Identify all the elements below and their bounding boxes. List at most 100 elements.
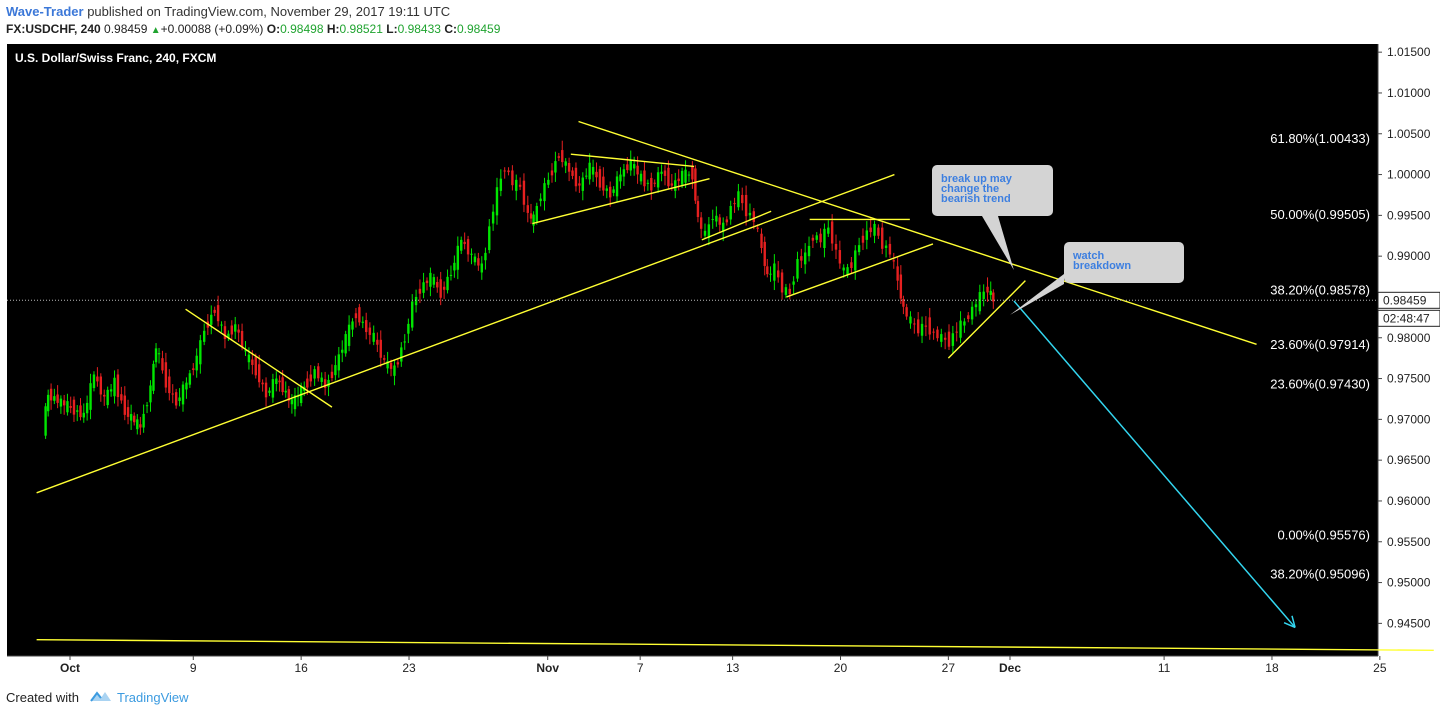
candle-down (223, 320, 227, 349)
x-tick-label: 20 (834, 661, 848, 675)
footer: Created with TradingView (0, 682, 1440, 715)
candle-up (149, 380, 152, 412)
time-axis (0, 656, 1440, 682)
candle-up (53, 388, 56, 405)
callout-tail (1010, 274, 1064, 315)
candle-body (234, 324, 237, 332)
candle-up (909, 311, 912, 329)
candle-body (978, 292, 982, 312)
candle-body (281, 377, 284, 393)
candle-down (240, 323, 244, 351)
candle-down (116, 369, 120, 407)
candle-down (913, 318, 916, 334)
y-tick-label: 1.00000 (1387, 168, 1431, 182)
candle-body (982, 291, 985, 299)
candle-body (632, 164, 636, 169)
candle-body (744, 194, 748, 217)
candle-body (940, 334, 943, 342)
tradingview-brand[interactable]: TradingView (117, 690, 189, 705)
candle-body (932, 331, 935, 333)
candle-up (703, 223, 707, 240)
candle-body (139, 424, 142, 428)
candle-down (174, 388, 178, 409)
candle-down (511, 165, 514, 191)
candle-body (696, 201, 700, 217)
candle-body (278, 380, 281, 383)
candle-down (992, 289, 995, 309)
candle-body (711, 219, 714, 221)
candle-body (337, 354, 341, 371)
candle-body (442, 286, 446, 290)
candle-down (522, 173, 526, 213)
candle-up (547, 172, 550, 189)
candle-up (920, 316, 924, 344)
candle-body (687, 174, 691, 176)
chart-area[interactable]: 1.01500 1.01000 1.00500 1.00000 0.99500 0.990… (0, 42, 1440, 682)
candle-body (365, 320, 368, 333)
candle-up (711, 209, 714, 229)
candle-body (309, 374, 312, 382)
candle-body (823, 228, 826, 248)
trendline-rising-wedge (947, 280, 1026, 359)
candle-up (429, 267, 432, 297)
candle-body (460, 239, 463, 251)
candle-up (337, 347, 341, 378)
candle-body (591, 166, 595, 175)
candle-body (888, 243, 892, 255)
candle-body (564, 161, 567, 166)
candle-down (526, 195, 530, 223)
chart-header: Wave-Trader published on TradingView.com… (0, 0, 1440, 42)
candle-up (344, 330, 347, 357)
candle-up (784, 283, 788, 299)
candle-body (722, 222, 725, 232)
candle-body (670, 183, 674, 186)
low-value: 0.98433 (397, 22, 441, 36)
candle-up (76, 405, 79, 422)
candle-body (407, 323, 410, 334)
candle-down (578, 176, 581, 193)
candle-body (361, 321, 364, 323)
candle-body (463, 241, 466, 245)
candle-down (99, 373, 103, 402)
candle-body (470, 253, 473, 255)
candle-body (439, 279, 442, 298)
candle-body (109, 389, 113, 392)
candle-body (372, 332, 375, 342)
candle-body (694, 168, 697, 201)
candle-up (656, 166, 660, 193)
candle-up (564, 158, 567, 174)
candle-body (418, 288, 422, 294)
created-with-text: Created with (6, 690, 79, 705)
candle-up (199, 334, 202, 374)
candle-body (792, 281, 795, 285)
candle-body (103, 394, 106, 397)
candle-up (803, 243, 807, 274)
price-chart[interactable]: 1.01500 1.01000 1.00500 1.00000 0.99500 0.990… (0, 42, 1440, 682)
candle-up (605, 185, 608, 199)
low-label: L: (386, 22, 398, 36)
arrow-shaft (1013, 300, 1296, 628)
candle-body (639, 173, 643, 182)
y-tick-label: 0.97000 (1387, 412, 1431, 426)
candle-body (495, 187, 499, 216)
candle-body (550, 170, 554, 176)
candle-body (896, 266, 899, 281)
candle-body (411, 301, 414, 328)
candle-body (240, 330, 244, 348)
candle-body (59, 398, 63, 407)
candle-down (264, 377, 268, 407)
candle-body (290, 399, 294, 405)
candle-down (888, 236, 892, 258)
up-triangle-icon: ▲ (150, 25, 161, 36)
candle-body (317, 366, 320, 379)
candle-body (466, 239, 470, 255)
candle-down (899, 265, 903, 304)
candle-body (393, 365, 396, 376)
candle-up (491, 204, 495, 231)
author-link[interactable]: Wave-Trader (6, 4, 84, 19)
candle-body (846, 267, 849, 275)
candle-up (470, 248, 473, 265)
y-tick-label: 1.01500 (1387, 45, 1431, 59)
candle-down (168, 369, 171, 401)
